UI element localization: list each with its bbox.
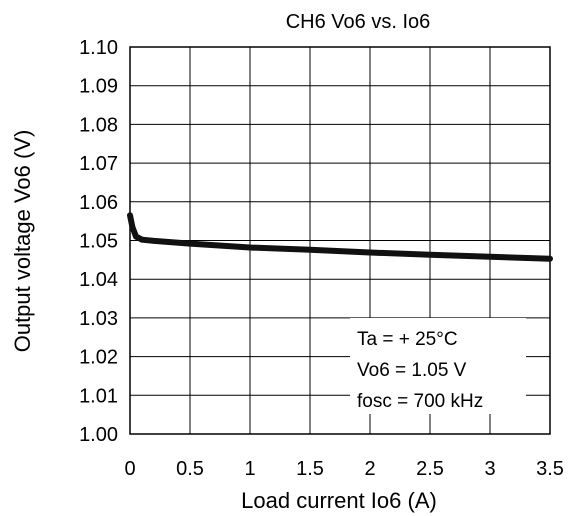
x-axis-label: Load current Io6 (A) [241, 488, 437, 513]
y-axis-label: Output voltage Vo6 (V) [10, 130, 35, 353]
y-tick-label: 1.00 [79, 424, 118, 446]
y-tick-label: 1.03 [79, 308, 118, 330]
y-tick-label: 1.06 [79, 192, 118, 214]
x-tick-label: 0.5 [176, 458, 204, 480]
grid [130, 47, 550, 434]
y-tick-label: 1.08 [79, 114, 118, 136]
x-tick-label: 0 [124, 458, 135, 480]
series-group [127, 212, 553, 262]
annotation-background [350, 318, 526, 414]
annotation-voltage: Vo6 = 1.05 V [357, 360, 467, 381]
tick-labels: 0 0.5 1 1.5 2 2.5 3 3.5 1.00 1.01 1.02 1.03 1.04 1.05… [79, 37, 564, 480]
x-tick-label: 3.5 [536, 458, 564, 480]
series-line [127, 212, 553, 262]
y-tick-label: 1.07 [79, 153, 118, 175]
x-tick-label: 2.5 [416, 458, 444, 480]
chart-title: CH6 Vo6 vs. Io6 [286, 11, 431, 33]
x-tick-label: 1 [244, 458, 255, 480]
y-tick-label: 1.04 [79, 269, 118, 291]
annotation-temperature: Ta = + 25°C [357, 329, 458, 350]
y-tick-label: 1.05 [79, 231, 118, 253]
y-tick-label: 1.02 [79, 347, 118, 369]
annotation-box: Ta = + 25°C Vo6 = 1.05 V fosc = 700 kHz [350, 318, 526, 414]
x-tick-label: 3 [484, 458, 495, 480]
annotation-frequency: fosc = 700 kHz [357, 391, 483, 412]
y-tick-label: 1.09 [79, 76, 118, 98]
x-tick-label: 1.5 [296, 458, 324, 480]
plot-frame [129, 46, 551, 435]
y-tick-label: 1.01 [79, 385, 118, 407]
y-tick-label: 1.10 [79, 37, 118, 59]
x-tick-label: 2 [364, 458, 375, 480]
